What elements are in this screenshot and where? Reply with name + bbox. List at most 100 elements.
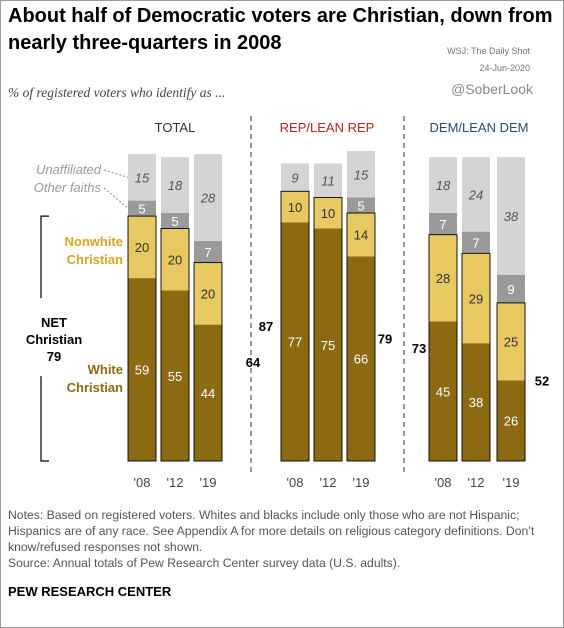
x-tick-label: '12 (167, 475, 184, 490)
bar-segment-unaffiliated (194, 154, 222, 241)
data-label-white-christian: 59 (135, 363, 149, 378)
bar-segment-white-christian (497, 380, 525, 461)
data-label-other-faiths: 5 (171, 214, 178, 229)
christian-outline (193, 262, 223, 462)
x-tick-label: '12 (468, 475, 485, 490)
data-label-unaffiliated: 9 (291, 170, 298, 185)
data-label-nonwhite-christian: 29 (469, 291, 483, 306)
bar-segment-nonwhite-christian (429, 234, 457, 322)
net-christian-label: 73 (412, 341, 426, 356)
panel-header-dem-lean-dem: DEM/LEAN DEM (430, 120, 529, 135)
x-tick-label: '08 (134, 475, 151, 490)
data-label-unaffiliated: 28 (200, 191, 216, 206)
data-label-unaffiliated: 15 (354, 167, 369, 182)
legend-other-faiths: Other faiths (34, 180, 102, 195)
legend-connector-unaffiliated (103, 169, 129, 178)
bar-segment-nonwhite-christian (128, 216, 156, 279)
stacked-bar-chart: Unaffiliated Other faiths Nonwhite Chris… (26, 116, 549, 490)
data-label-nonwhite-christian: 10 (288, 200, 302, 215)
data-label-white-christian: 77 (288, 335, 302, 350)
data-label-white-christian: 75 (321, 338, 335, 353)
christian-outline (461, 252, 491, 462)
panel-header-rep-lean-rep: REP/LEAN REP (280, 120, 375, 135)
notes-text: Notes: Based on registered voters. White… (8, 508, 535, 554)
x-tick-label: '19 (353, 475, 370, 490)
legend-net-christian-line1: NET (41, 315, 67, 330)
data-label-nonwhite-christian: 20 (201, 287, 215, 302)
bar-segment-other-faiths (462, 231, 490, 254)
data-label-unaffiliated: 18 (168, 178, 183, 193)
x-tick-label: '19 (200, 475, 217, 490)
net-christian-label: 64 (246, 355, 261, 370)
chart-subtitle: % of registered voters who identify as .… (8, 85, 226, 100)
legend-net-christian-value: 79 (47, 349, 61, 364)
bar-segment-white-christian (347, 256, 375, 461)
footer-credit: PEW RESEARCH CENTER (8, 584, 172, 599)
data-label-other-faiths: 5 (138, 201, 145, 216)
legend-net-christian-line2: Christian (26, 332, 82, 347)
bar-segment-other-faiths (128, 200, 156, 217)
data-label-white-christian: 55 (168, 369, 182, 384)
net-christian-bracket (40, 215, 49, 462)
bar-segment-unaffiliated (128, 154, 156, 201)
source-overlay-date: 24-Jun-2020 (479, 63, 530, 73)
bar-segment-white-christian (194, 324, 222, 461)
bar-segment-other-faiths (497, 275, 525, 303)
data-label-unaffiliated: 38 (504, 209, 519, 224)
bar-segment-nonwhite-christian (314, 197, 342, 229)
bar-segment-other-faiths (429, 213, 457, 235)
data-label-nonwhite-christian: 25 (504, 335, 518, 350)
data-label-other-faiths: 7 (439, 217, 446, 232)
data-label-unaffiliated: 18 (436, 178, 451, 193)
bar-segment-white-christian (128, 278, 156, 461)
data-label-other-faiths: 9 (507, 282, 514, 297)
panel-header-total: TOTAL (155, 120, 196, 135)
x-tick-label: '08 (287, 475, 304, 490)
christian-outline (127, 215, 157, 462)
data-label-white-christian: 44 (201, 386, 215, 401)
christian-outline (160, 228, 190, 462)
net-christian-label: 52 (535, 373, 549, 388)
legend-nonwhite-christian-line1: Nonwhite (65, 234, 124, 249)
bar-segment-nonwhite-christian (462, 253, 490, 344)
chart-notes: Notes: Based on registered voters. White… (8, 507, 560, 571)
bar-segment-nonwhite-christian (281, 191, 309, 223)
bar-segment-nonwhite-christian (497, 302, 525, 381)
christian-outline (496, 302, 526, 462)
data-label-nonwhite-christian: 20 (135, 240, 149, 255)
bar-segment-other-faiths (194, 240, 222, 263)
bar-segment-white-christian (429, 321, 457, 461)
net-christian-label: 87 (259, 319, 273, 334)
net-christian-label: 79 (378, 332, 392, 347)
data-label-white-christian: 45 (436, 384, 450, 399)
bar-segment-unaffiliated (497, 157, 525, 275)
x-tick-label: '12 (320, 475, 337, 490)
bar-segment-unaffiliated (281, 163, 309, 192)
x-tick-label: '19 (503, 475, 520, 490)
data-label-nonwhite-christian: 14 (354, 228, 368, 243)
data-label-other-faiths: 5 (357, 198, 364, 213)
bar-segment-unaffiliated (347, 151, 375, 198)
bar-segment-white-christian (281, 222, 309, 461)
bar-segment-other-faiths (347, 197, 375, 213)
data-label-other-faiths: 7 (204, 245, 211, 260)
christian-outline (280, 190, 310, 462)
bar-segment-unaffiliated (429, 157, 457, 213)
x-tick-label: '08 (435, 475, 452, 490)
legend-unaffiliated: Unaffiliated (36, 162, 102, 177)
data-label-unaffiliated: 11 (321, 173, 335, 188)
bar-segment-nonwhite-christian (161, 228, 189, 291)
chart-title: About half of Democratic voters are Chri… (8, 5, 553, 54)
legend-white-christian-line1: White (88, 362, 123, 377)
legend-connector-other-faiths (103, 187, 129, 209)
bar-segment-other-faiths (161, 213, 189, 229)
bar-segment-unaffiliated (462, 157, 490, 232)
data-label-nonwhite-christian: 28 (436, 271, 450, 286)
source-overlay-publisher: WSJ: The Daily Shot (447, 46, 530, 56)
data-label-white-christian: 66 (354, 352, 368, 367)
christian-outline (428, 234, 458, 462)
data-label-nonwhite-christian: 20 (168, 253, 182, 268)
legend-nonwhite-christian-line2: Christian (67, 252, 123, 267)
legend-white-christian-line2: Christian (67, 380, 123, 395)
